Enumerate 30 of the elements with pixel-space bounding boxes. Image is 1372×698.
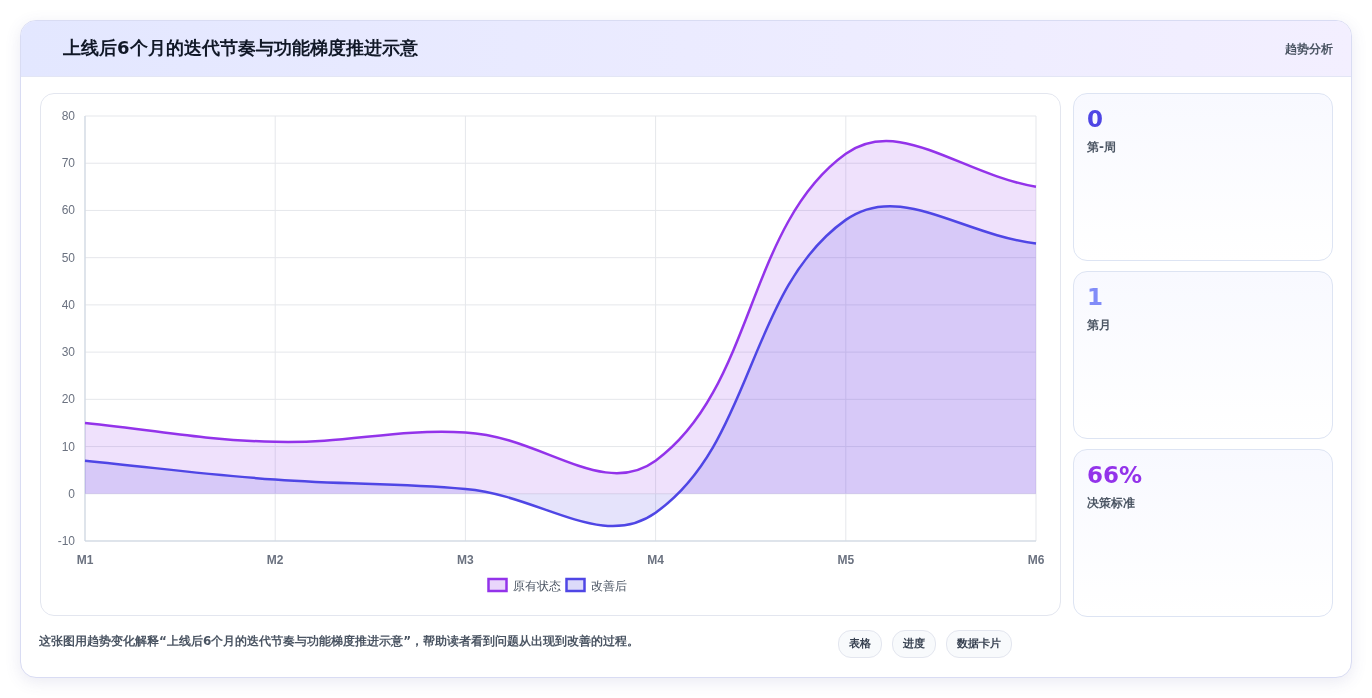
x-tick-label: M5 (837, 553, 855, 567)
y-tick-label: 30 (61, 345, 76, 360)
text: 第月 (1087, 317, 1111, 334)
y-tick-label: 40 (61, 297, 76, 312)
y-tick-label: 10 (61, 439, 76, 454)
text: 表格 (838, 630, 882, 658)
legend-label: 原有状态 (512, 579, 561, 593)
text: 趋势分析 (1285, 41, 1333, 58)
x-tick-label: M3 (457, 553, 475, 567)
text: 这张图用趋势变化解释“上线后6个月的迭代节奏与功能梯度推进示意”，帮助读者看到问题从出现到改善的过程。 (39, 633, 640, 650)
text: 66% (1087, 462, 1143, 488)
text: 数据卡片 (946, 630, 1012, 658)
y-tick-label: 20 (61, 392, 76, 407)
y-tick-label: 80 (61, 109, 76, 123)
x-tick-label: M4 (647, 553, 665, 567)
chart-title: 上线后6个月的迭代节奏与功能梯度推进示意 (63, 36, 418, 60)
text: 0 (1087, 106, 1104, 132)
y-tick-label: 0 (68, 486, 76, 501)
text: 决策标准 (1087, 495, 1135, 512)
legend-label: 改善后 (590, 579, 627, 593)
y-tick-label: 70 (61, 156, 76, 171)
text: 第-周 (1087, 139, 1116, 156)
text: 进度 (892, 630, 936, 658)
x-tick-label: M6 (1027, 553, 1045, 567)
y-tick-label: 60 (61, 203, 76, 218)
y-tick-label: -10 (57, 534, 76, 548)
x-tick-label: M1 (76, 553, 94, 567)
y-tick-label: 50 (61, 250, 76, 265)
text: 1 (1087, 284, 1104, 310)
x-tick-label: M2 (266, 553, 284, 567)
